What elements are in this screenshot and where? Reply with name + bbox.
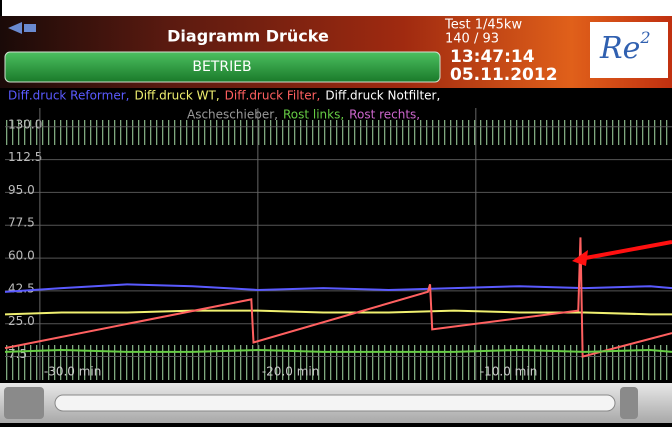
status-button[interactable]: [4, 51, 441, 83]
logo-box: [590, 22, 668, 78]
legend-entry: Rost rechts,: [349, 108, 420, 122]
logo-sup: 2: [639, 28, 650, 47]
arrow: [579, 240, 672, 261]
x-tick-label: -10.0 min: [480, 365, 537, 379]
time: 13:47:14: [450, 47, 535, 67]
tick-strip: [5, 120, 672, 145]
legend-entry: Diff.druck Notfilter,: [325, 89, 440, 103]
y-tick-label: 42.5: [8, 281, 35, 295]
legend-entry: Diff.druck WT,: [134, 89, 219, 103]
logo-text: Re: [599, 31, 640, 66]
series-line: [4, 237, 672, 358]
legend: Diff.druck Reformer, Diff.druck WT, Diff.d…: [8, 89, 440, 122]
y-tick-label: 77.5: [8, 216, 35, 230]
y-tick-label: 60.0: [8, 249, 35, 263]
status-text: BETRIEB: [192, 59, 251, 75]
top-strip: [0, 0, 672, 16]
y-tick-label: 130.0: [8, 117, 42, 131]
legend-entry: Rost links,: [283, 108, 344, 122]
arrow-head: [572, 250, 588, 266]
series-line: [4, 348, 672, 353]
plot: 130.0 112.5 95.0 77.5 60.0 42.5 25.0 7.5 -30.0 m…: [4, 108, 672, 380]
legend-entry: Diff.druck Reformer,: [8, 89, 129, 103]
logo: Re2: [599, 28, 651, 67]
scroll-track[interactable]: [54, 394, 616, 412]
title: Diagramm Drücke: [167, 27, 329, 46]
y-tick-label: 25.0: [8, 314, 35, 328]
y-tick-label: 7.5: [8, 347, 27, 361]
info: 140 / 93: [445, 32, 499, 47]
scroll-left[interactable]: [4, 387, 44, 419]
legend-entry: Ascheschieber,: [187, 108, 278, 122]
scroll-thumb[interactable]: [620, 387, 638, 419]
series-line: [4, 283, 672, 293]
info: Test 1/45kw: [444, 18, 522, 33]
y-tick-label: 95.0: [8, 183, 35, 197]
x-tick-label: -30.0 min: [44, 365, 102, 379]
nav-icon[interactable]: [8, 22, 36, 34]
date: 05.11.2012: [450, 65, 558, 85]
x-tick-label: -20.0 min: [262, 365, 320, 379]
legend-entry: Diff.druck Filter,: [225, 89, 321, 103]
y-tick-label: 112.5: [8, 150, 42, 164]
